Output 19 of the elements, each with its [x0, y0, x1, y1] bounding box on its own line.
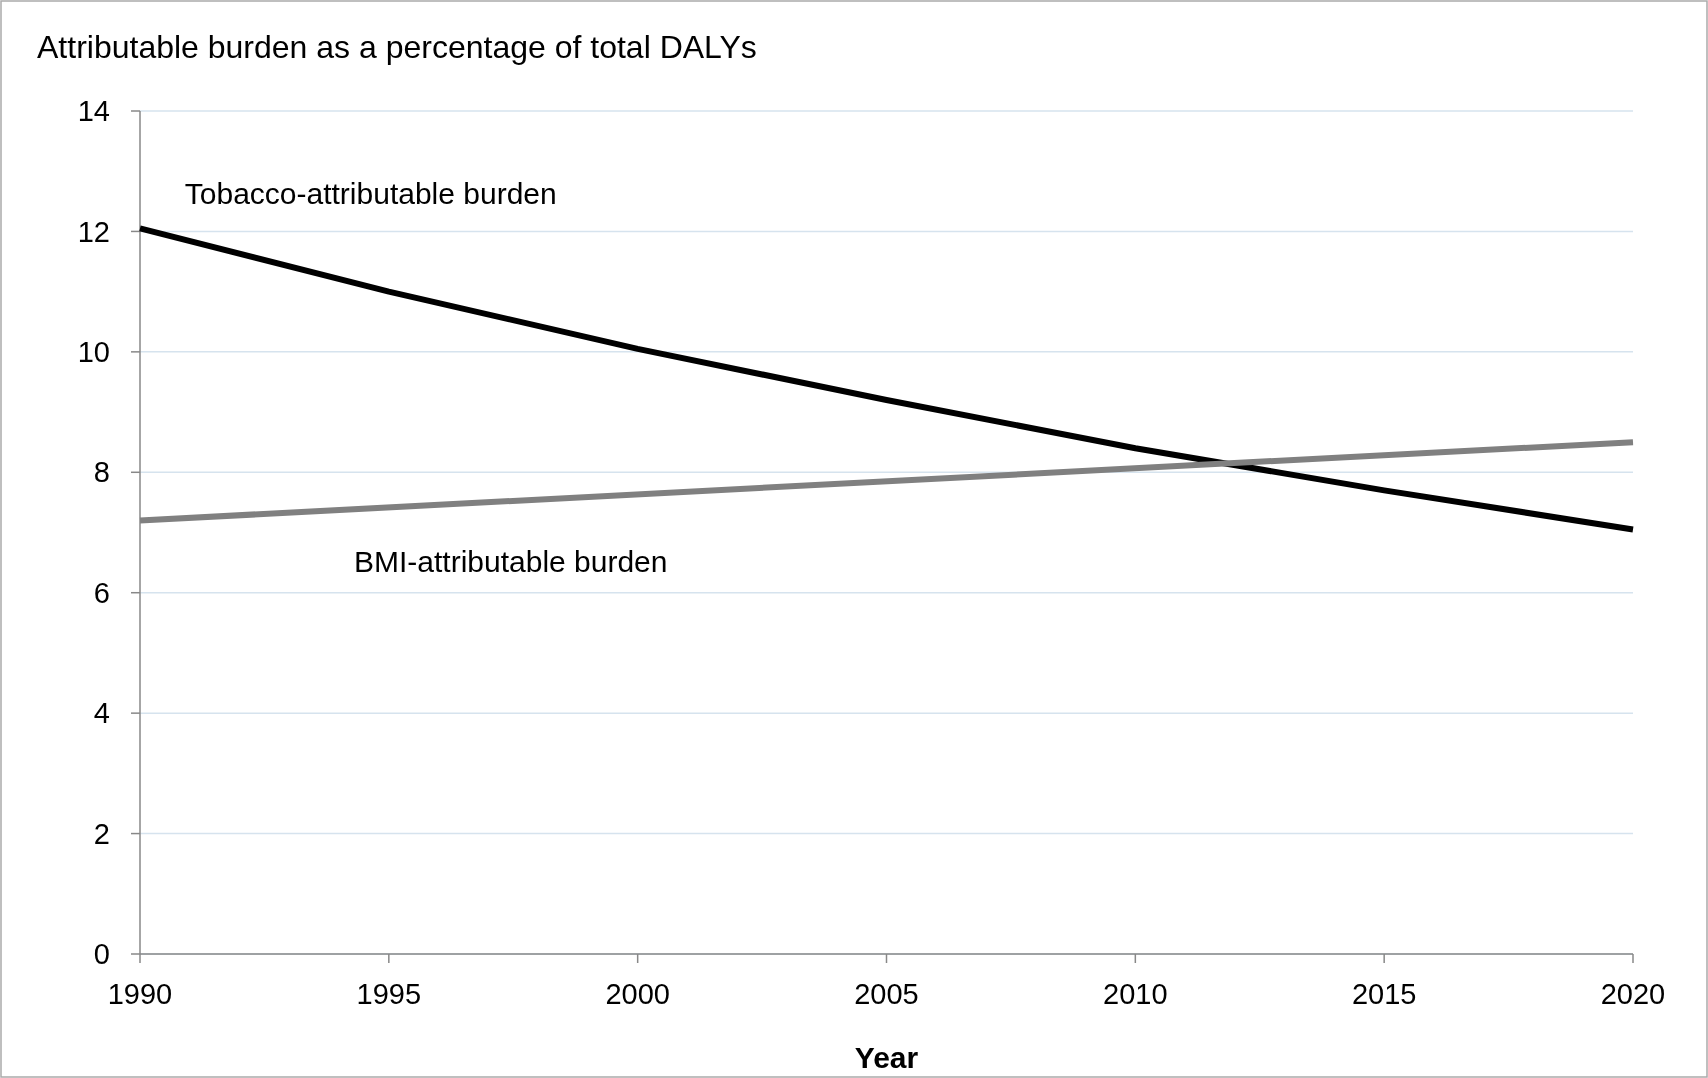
x-axis-title: Year [854, 1041, 919, 1074]
y-tick-label: 4 [93, 697, 110, 730]
y-tick-label: 10 [77, 336, 110, 369]
x-tick-label: 2005 [854, 978, 919, 1010]
x-tick-label: 2000 [605, 978, 670, 1010]
y-tick-label: 2 [93, 817, 110, 850]
x-tick-label: 2020 [1600, 978, 1666, 1010]
y-tick-label: 14 [77, 95, 110, 128]
x-tick-label: 2015 [1351, 978, 1417, 1010]
y-tick-label: 12 [77, 215, 110, 248]
chart-title: Attributable burden as a percentage of total DALYs [37, 29, 757, 65]
y-tick-label: 0 [93, 938, 110, 971]
x-tick-label: 1990 [107, 978, 173, 1010]
y-tick-label: 8 [93, 456, 110, 489]
series-label: BMI-attributable burden [354, 544, 668, 578]
y-tick-label: 6 [93, 576, 110, 609]
x-tick-label: 2010 [1103, 978, 1168, 1010]
x-tick-label: 1995 [356, 978, 422, 1010]
series-label: Tobacco-attributable burden [184, 177, 557, 211]
